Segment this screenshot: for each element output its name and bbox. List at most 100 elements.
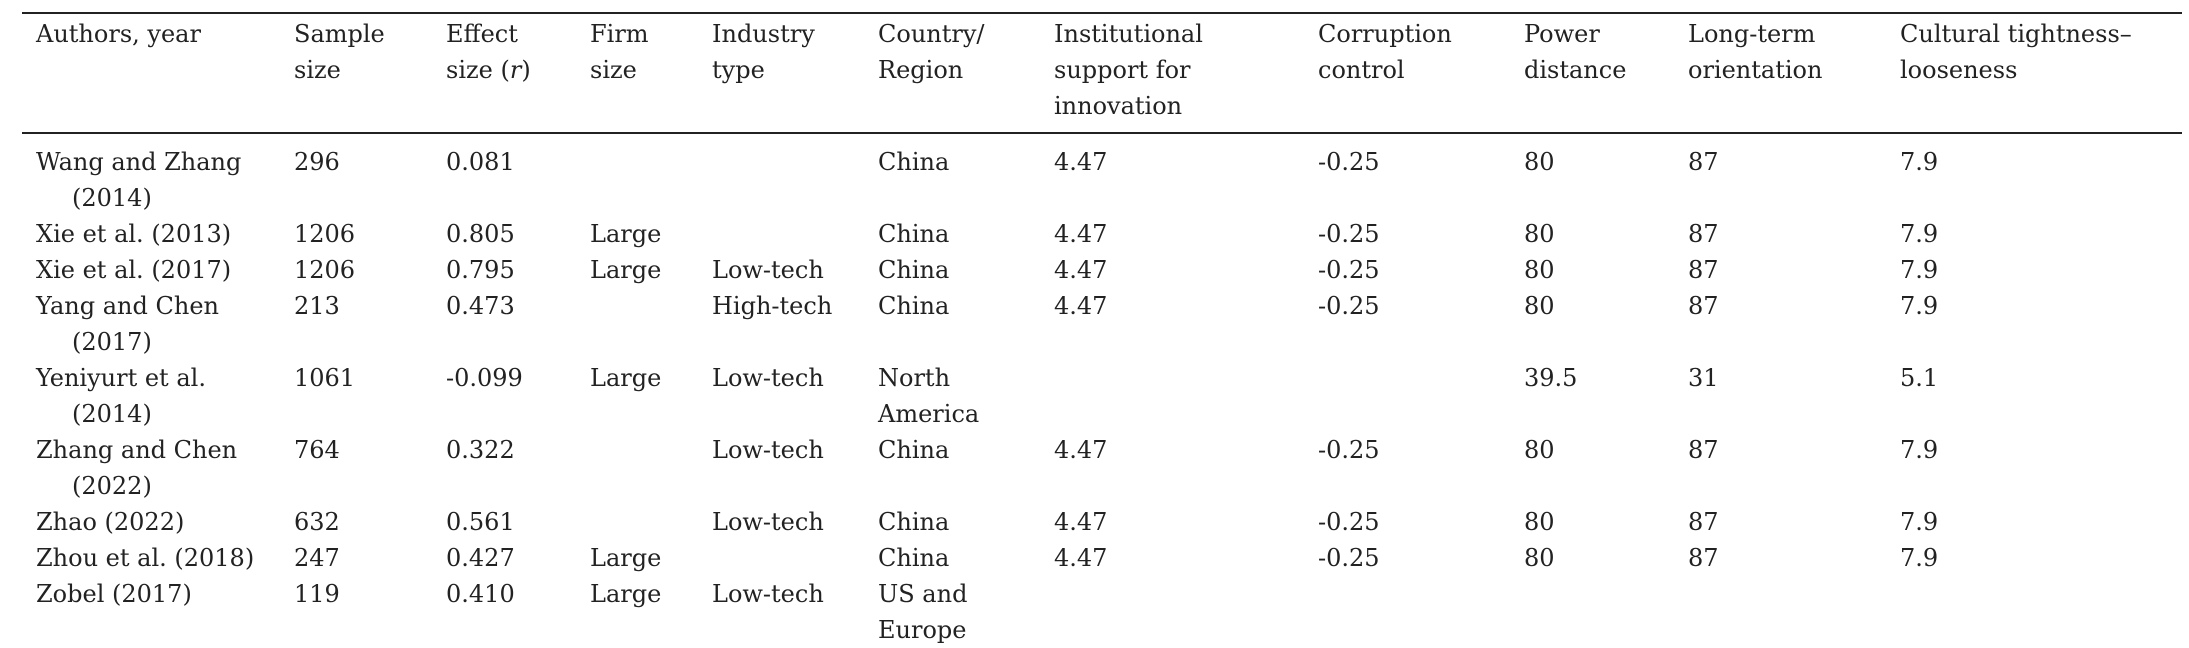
cell-long-term-orientation: 87 [1688, 292, 1719, 320]
cell-sample-size: 119 [294, 580, 340, 608]
cell-long-term-orientation: 87 [1688, 148, 1719, 176]
header-row: Authors, year Sample size Effect size (r… [22, 13, 2182, 133]
cell-firm-size [576, 133, 698, 216]
cell-effect-size: 0.473 [446, 292, 515, 320]
cell-corruption-control: -0.25 [1318, 292, 1380, 320]
table-header: Authors, year Sample size Effect size (r… [22, 13, 2182, 133]
cell-power-distance: 80 [1524, 292, 1555, 320]
header-authors: Authors, year [36, 20, 201, 48]
cell-power-distance: 39.5 [1524, 364, 1578, 392]
cell-industry-type: Low-tech [712, 508, 824, 536]
cell-industry-type: Low-tech [712, 364, 824, 392]
cell-corruption-control: -0.25 [1318, 436, 1380, 464]
cell-cultural-tightness: 7.9 [1900, 292, 1939, 320]
table-row: Xie et al. (2017) 1206 0.795 Large Low-tech C… [22, 252, 2182, 288]
table-row: Yang and Chen (2017) 213 0.473 High-tech Chi… [22, 288, 2182, 360]
cell-institutional-support: 4.47 [1054, 148, 1108, 176]
cell-industry-type [698, 216, 864, 252]
cell-cultural-tightness: 5.1 [1900, 364, 1939, 392]
cell-institutional-support: 4.47 [1054, 292, 1108, 320]
header-industry-type: Industry type [712, 20, 815, 84]
header-country-region: Country/ Region [878, 20, 985, 84]
cell-author: Yeniyurt et al. (2014) [36, 364, 206, 428]
cell-institutional-support: 4.47 [1054, 220, 1108, 248]
cell-effect-size: 0.561 [446, 508, 515, 536]
cell-power-distance: 80 [1524, 256, 1555, 284]
cell-effect-size: 0.795 [446, 256, 515, 284]
cell-country: China [878, 544, 950, 572]
cell-country: US and Europe [878, 580, 968, 644]
cell-cultural-tightness: 7.9 [1900, 544, 1939, 572]
header-sample-size: Sample size [294, 20, 385, 84]
cell-cultural-tightness: 7.9 [1900, 436, 1939, 464]
cell-effect-size: 0.427 [446, 544, 515, 572]
cell-corruption-control: -0.25 [1318, 220, 1380, 248]
cell-country: China [878, 292, 950, 320]
cell-corruption-control: -0.25 [1318, 544, 1380, 572]
table-row: Zhao (2022) 632 0.561 Low-tech China 4.47 -0.2… [22, 504, 2182, 540]
cell-industry-type: Low-tech [712, 580, 824, 608]
meta-analysis-table-container: Authors, year Sample size Effect size (r… [22, 12, 2182, 648]
table-row: Zobel (2017) 119 0.410 Large Low-tech US and … [22, 576, 2182, 648]
cell-country: China [878, 508, 950, 536]
cell-long-term-orientation: 87 [1688, 544, 1719, 572]
cell-industry-type: Low-tech [712, 256, 824, 284]
cell-power-distance: 80 [1524, 220, 1555, 248]
meta-analysis-table: Authors, year Sample size Effect size (r… [22, 12, 2182, 648]
header-effect-suffix: ) [521, 56, 531, 84]
cell-author: Zobel (2017) [36, 580, 192, 608]
cell-institutional-support: 4.47 [1054, 544, 1108, 572]
header-power-distance: Power distance [1524, 20, 1627, 84]
header-long-term-orientation: Long-term orientation [1688, 20, 1823, 84]
cell-author: Xie et al. (2017) [36, 256, 232, 284]
cell-author: Wang and Zhang (2014) [36, 148, 242, 212]
cell-firm-size [576, 288, 698, 360]
cell-long-term-orientation [1674, 576, 1886, 648]
cell-firm-size [576, 504, 698, 540]
cell-author: Zhou et al. (2018) [36, 544, 255, 572]
cell-country: China [878, 436, 950, 464]
cell-firm-size: Large [590, 544, 662, 572]
cell-industry-type [698, 540, 864, 576]
cell-institutional-support [1040, 360, 1304, 432]
table-row: Yeniyurt et al. (2014) 1061 -0.099 Large Low… [22, 360, 2182, 432]
cell-firm-size: Large [590, 580, 662, 608]
header-cultural-tightness: Cultural tightness–looseness [1900, 20, 2132, 84]
cell-cultural-tightness: 7.9 [1900, 508, 1939, 536]
cell-author: Zhao (2022) [36, 508, 185, 536]
cell-sample-size: 1206 [294, 220, 356, 248]
header-effect-size: Effect size (r) [432, 13, 576, 133]
cell-power-distance: 80 [1524, 436, 1555, 464]
cell-institutional-support: 4.47 [1054, 436, 1108, 464]
cell-sample-size: 1206 [294, 256, 356, 284]
header-institutional-support: Institutional support for innovation [1054, 20, 1203, 120]
cell-corruption-control: -0.25 [1318, 256, 1380, 284]
cell-power-distance: 80 [1524, 148, 1555, 176]
cell-effect-size: 0.805 [446, 220, 515, 248]
cell-power-distance: 80 [1524, 508, 1555, 536]
cell-power-distance: 80 [1524, 544, 1555, 572]
cell-sample-size: 764 [294, 436, 340, 464]
cell-author: Zhang and Chen (2022) [36, 436, 238, 500]
cell-cultural-tightness: 7.9 [1900, 148, 1939, 176]
cell-long-term-orientation: 31 [1688, 364, 1719, 392]
cell-country: China [878, 256, 950, 284]
table-body: Wang and Zhang (2014) 296 0.081 China 4.47 -0… [22, 133, 2182, 648]
cell-long-term-orientation: 87 [1688, 220, 1719, 248]
cell-country: North America [878, 364, 980, 428]
cell-corruption-control [1304, 360, 1510, 432]
header-effect-prefix: Effect size ( [446, 20, 518, 84]
cell-sample-size: 213 [294, 292, 340, 320]
cell-author: Yang and Chen (2017) [36, 292, 219, 356]
cell-long-term-orientation: 87 [1688, 508, 1719, 536]
cell-author: Xie et al. (2013) [36, 220, 232, 248]
cell-cultural-tightness [1886, 576, 2182, 648]
header-firm-size: Firm size [590, 20, 649, 84]
cell-sample-size: 632 [294, 508, 340, 536]
cell-corruption-control: -0.25 [1318, 508, 1380, 536]
cell-industry-type: Low-tech [712, 436, 824, 464]
cell-cultural-tightness: 7.9 [1900, 256, 1939, 284]
cell-firm-size: Large [590, 220, 662, 248]
cell-corruption-control [1304, 576, 1510, 648]
table-row: Wang and Zhang (2014) 296 0.081 China 4.47 -0… [22, 133, 2182, 216]
